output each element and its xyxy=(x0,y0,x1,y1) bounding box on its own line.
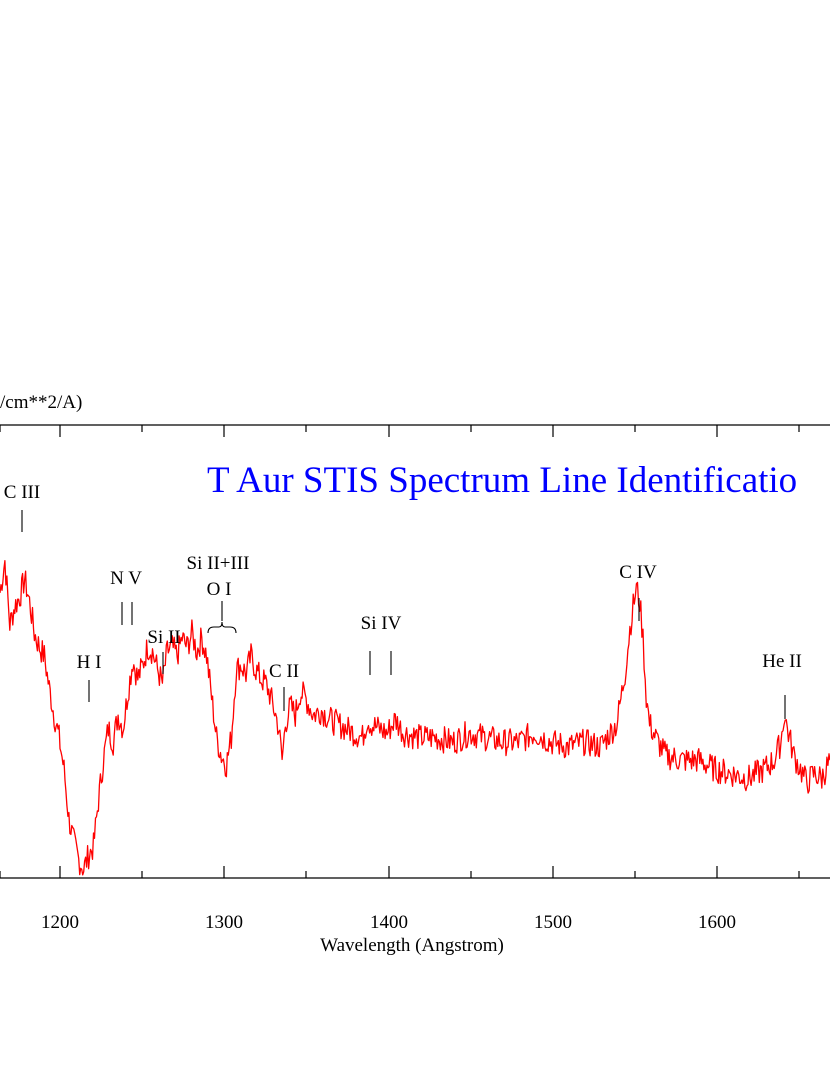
line-id-h-i: H I xyxy=(77,652,102,673)
x-axis-label: Wavelength (Angstrom) xyxy=(320,935,504,956)
x-tick-labels: 1200 1300 1400 1500 1600 xyxy=(41,912,736,933)
line-id-c-ii: C II xyxy=(269,661,299,682)
line-id-c-iii: C III xyxy=(4,482,40,503)
line-id-c-iv: C IV xyxy=(619,562,657,583)
line-id-o-i: O I xyxy=(207,579,232,600)
tick-label-1200: 1200 xyxy=(41,912,79,933)
x-ticks xyxy=(0,425,800,878)
tick-label-1400: 1400 xyxy=(370,912,408,933)
plot-frame xyxy=(0,424,830,879)
line-id-si-iv: Si IV xyxy=(361,613,402,634)
line-identifications: C III H I N V Si II Si II+III O I C II S… xyxy=(4,482,802,719)
line-id-he-ii: He II xyxy=(762,651,802,672)
series-line-spectrum xyxy=(0,560,830,876)
line-id-n-v: N V xyxy=(110,568,142,589)
line-id-si-ii: Si II xyxy=(147,627,180,648)
line-id-si-ii-iii: Si II+III xyxy=(187,553,250,574)
tick-label-1500: 1500 xyxy=(534,912,572,933)
line-id-o-i-brace xyxy=(207,621,237,634)
chart-title: T Aur STIS Spectrum Line Identificatio xyxy=(207,460,797,501)
tick-label-1300: 1300 xyxy=(205,912,243,933)
y-axis-label: /cm**2/A) xyxy=(0,392,82,413)
tick-label-1600: 1600 xyxy=(698,912,736,933)
